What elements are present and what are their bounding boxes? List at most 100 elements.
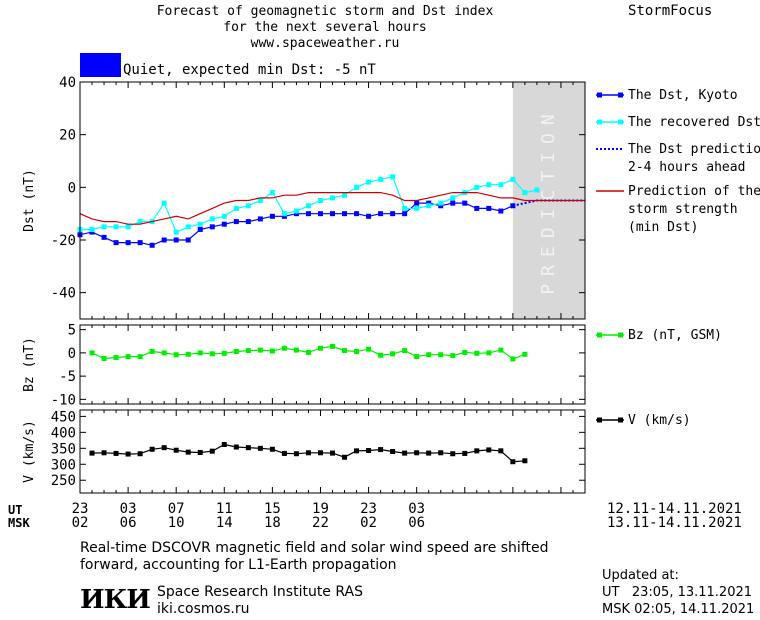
ut-tick-label: 11 bbox=[215, 501, 233, 517]
data-point bbox=[305, 349, 311, 355]
data-point bbox=[101, 355, 107, 361]
y-tick-label: 5 bbox=[68, 323, 76, 339]
data-point bbox=[293, 451, 299, 457]
data-point bbox=[305, 211, 311, 217]
legend-label: The recovered Dst bbox=[628, 115, 760, 130]
data-point bbox=[245, 219, 251, 225]
data-point bbox=[402, 211, 408, 217]
data-point bbox=[101, 224, 107, 230]
data-point bbox=[426, 450, 432, 456]
data-point bbox=[330, 211, 335, 217]
ut-tick-label: 07 bbox=[167, 501, 185, 517]
data-point bbox=[330, 450, 335, 456]
data-point bbox=[173, 237, 179, 243]
data-point bbox=[293, 347, 299, 353]
status-text: Quiet, expected min Dst: -5 nT bbox=[123, 62, 376, 78]
data-point bbox=[269, 348, 275, 354]
msk-tick-label: 02 bbox=[71, 515, 89, 531]
status-color-swatch bbox=[80, 53, 121, 77]
data-point bbox=[498, 182, 504, 188]
data-point bbox=[378, 211, 384, 217]
data-point bbox=[221, 213, 227, 219]
data-point bbox=[101, 234, 107, 240]
panel-frame bbox=[79, 81, 586, 320]
y-tick-label: 20 bbox=[59, 128, 76, 144]
data-point bbox=[197, 221, 203, 227]
data-point bbox=[474, 350, 480, 356]
series-line bbox=[79, 192, 585, 225]
msk-date-range: 13.11-14.11.2021 bbox=[607, 515, 742, 531]
data-point bbox=[414, 205, 420, 211]
data-point bbox=[125, 224, 131, 230]
data-point bbox=[378, 447, 384, 453]
legend-marker bbox=[618, 332, 623, 338]
data-point bbox=[173, 352, 179, 358]
data-point bbox=[414, 354, 420, 360]
updated-msk: MSK 02:05, 14.11.2021 bbox=[602, 602, 755, 617]
data-point bbox=[293, 208, 299, 214]
data-point bbox=[414, 200, 420, 206]
chart-title-url[interactable]: www.spaceweather.ru bbox=[250, 36, 400, 51]
data-point bbox=[414, 450, 420, 456]
ut-axis-label: UT bbox=[8, 503, 23, 517]
data-point bbox=[137, 451, 143, 457]
y-tick-label: -5 bbox=[59, 369, 76, 385]
data-point bbox=[390, 449, 396, 454]
legend-label: 2-4 hours ahead bbox=[628, 160, 745, 175]
msk-tick-label: 06 bbox=[408, 515, 426, 531]
data-point bbox=[402, 205, 408, 211]
data-point bbox=[498, 208, 504, 214]
legend-label: The Dst, Kyoto bbox=[628, 88, 738, 103]
data-point bbox=[510, 459, 516, 465]
ut-tick-label: 15 bbox=[263, 501, 281, 517]
y-tick-label: 250 bbox=[51, 473, 76, 489]
data-point bbox=[438, 203, 444, 209]
data-point bbox=[209, 351, 215, 357]
institute-site[interactable]: iki.cosmos.ru bbox=[157, 601, 250, 617]
data-point bbox=[390, 351, 396, 357]
data-point bbox=[269, 213, 275, 219]
legend-label: Prediction of the bbox=[628, 184, 760, 199]
msk-tick-label: 22 bbox=[312, 515, 329, 531]
note-line1: Real-time DSCOVR magnetic field and sola… bbox=[80, 540, 549, 556]
data-point bbox=[510, 176, 516, 182]
data-point bbox=[257, 216, 263, 222]
msk-tick-label: 02 bbox=[360, 515, 377, 531]
data-point bbox=[125, 240, 131, 246]
data-point bbox=[185, 237, 191, 243]
data-point bbox=[438, 352, 444, 358]
data-point bbox=[233, 444, 239, 450]
data-point bbox=[450, 353, 456, 359]
data-point bbox=[438, 200, 444, 206]
data-point bbox=[342, 348, 348, 354]
data-point bbox=[89, 229, 95, 235]
data-point bbox=[245, 445, 251, 451]
data-point bbox=[462, 200, 468, 206]
data-point bbox=[281, 211, 287, 217]
data-point bbox=[305, 450, 311, 456]
data-point bbox=[269, 190, 275, 196]
ut-tick-label: 19 bbox=[312, 501, 329, 517]
data-point bbox=[125, 354, 131, 360]
data-point bbox=[89, 350, 95, 356]
legend-marker bbox=[618, 119, 623, 125]
data-point bbox=[257, 445, 263, 451]
legend-label: (min Dst) bbox=[628, 220, 698, 235]
y-tick-label: 400 bbox=[51, 425, 76, 441]
data-point bbox=[462, 450, 468, 456]
data-point bbox=[185, 449, 191, 455]
y-axis-label: Dst (nT) bbox=[22, 169, 37, 232]
data-point bbox=[402, 450, 408, 456]
data-point bbox=[378, 176, 384, 182]
data-point bbox=[534, 187, 540, 193]
y-tick-label: 450 bbox=[51, 409, 76, 425]
brand-name: StormFocus bbox=[628, 3, 713, 19]
legend-label: The Dst prediction bbox=[628, 142, 760, 157]
data-point bbox=[209, 224, 215, 230]
chart-title-line2: for the next several hours bbox=[223, 20, 427, 35]
data-point bbox=[317, 450, 323, 456]
data-point bbox=[330, 195, 335, 201]
data-point bbox=[462, 349, 468, 355]
data-point bbox=[342, 192, 348, 198]
